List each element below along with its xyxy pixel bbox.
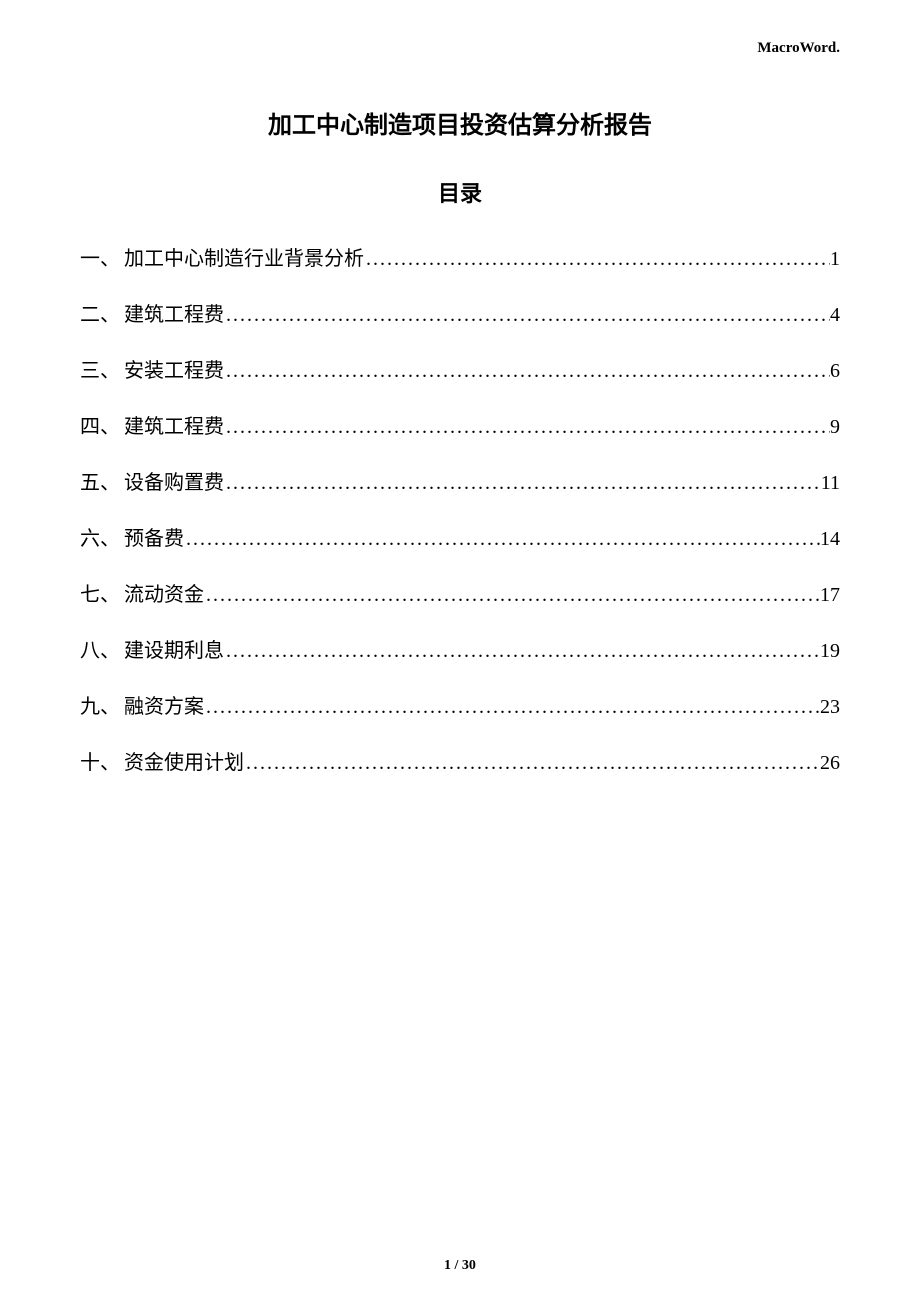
toc-entry-page: 4 bbox=[830, 300, 840, 330]
toc-list: 一、 加工中心制造行业背景分析 1 二、 建筑工程费 4 三、 安装工程费 6 … bbox=[80, 244, 840, 778]
toc-entry-number: 七、 bbox=[80, 580, 120, 610]
toc-entry-title: 建筑工程费 bbox=[124, 300, 224, 330]
toc-entry: 八、 建设期利息 19 bbox=[80, 636, 840, 666]
toc-entry-number: 八、 bbox=[80, 636, 120, 666]
toc-entry-number: 一、 bbox=[80, 244, 120, 274]
toc-entry-number: 四、 bbox=[80, 412, 120, 442]
toc-entry-number: 九、 bbox=[80, 692, 120, 722]
toc-entry-title: 流动资金 bbox=[124, 580, 204, 610]
toc-entry: 五、 设备购置费 11 bbox=[80, 468, 840, 498]
toc-entry-page: 1 bbox=[830, 244, 840, 274]
document-title: 加工中心制造项目投资估算分析报告 bbox=[80, 105, 840, 140]
page-footer: 1 / 30 bbox=[0, 1258, 920, 1274]
toc-entry-number: 六、 bbox=[80, 524, 120, 554]
toc-entry: 十、 资金使用计划 26 bbox=[80, 748, 840, 778]
toc-entry-title: 融资方案 bbox=[124, 692, 204, 722]
toc-entry-number: 十、 bbox=[80, 748, 120, 778]
toc-entry-title: 加工中心制造行业背景分析 bbox=[124, 244, 364, 274]
toc-entry: 四、 建筑工程费 9 bbox=[80, 412, 840, 442]
document-page: MacroWord. 加工中心制造项目投资估算分析报告 目录 一、 加工中心制造… bbox=[0, 0, 920, 1302]
toc-entry: 九、 融资方案 23 bbox=[80, 692, 840, 722]
toc-entry: 一、 加工中心制造行业背景分析 1 bbox=[80, 244, 840, 274]
toc-entry-title: 资金使用计划 bbox=[124, 748, 244, 778]
toc-entry-page: 6 bbox=[830, 356, 840, 386]
toc-entry-page: 23 bbox=[820, 692, 840, 722]
toc-entry-page: 14 bbox=[820, 524, 840, 554]
toc-entry-page: 19 bbox=[820, 636, 840, 666]
toc-entry-dots bbox=[364, 244, 830, 274]
toc-entry-number: 三、 bbox=[80, 356, 120, 386]
toc-entry-dots bbox=[244, 748, 820, 778]
toc-entry-dots bbox=[224, 300, 830, 330]
toc-entry-title: 设备购置费 bbox=[124, 468, 224, 498]
toc-entry-number: 五、 bbox=[80, 468, 120, 498]
toc-entry: 六、 预备费 14 bbox=[80, 524, 840, 554]
toc-entry-dots bbox=[224, 468, 821, 498]
toc-entry: 二、 建筑工程费 4 bbox=[80, 300, 840, 330]
toc-entry-title: 建设期利息 bbox=[124, 636, 224, 666]
toc-entry-page: 26 bbox=[820, 748, 840, 778]
toc-entry-number: 二、 bbox=[80, 300, 120, 330]
toc-entry-page: 9 bbox=[830, 412, 840, 442]
toc-entry-title: 建筑工程费 bbox=[124, 412, 224, 442]
toc-entry: 三、 安装工程费 6 bbox=[80, 356, 840, 386]
toc-heading: 目录 bbox=[80, 176, 840, 208]
toc-entry-dots bbox=[204, 580, 820, 610]
toc-entry: 七、 流动资金 17 bbox=[80, 580, 840, 610]
toc-entry-page: 17 bbox=[820, 580, 840, 610]
toc-entry-dots bbox=[224, 356, 830, 386]
toc-entry-dots bbox=[184, 524, 820, 554]
toc-entry-dots bbox=[224, 412, 830, 442]
header-brand: MacroWord. bbox=[80, 40, 840, 57]
toc-entry-title: 安装工程费 bbox=[124, 356, 224, 386]
toc-entry-dots bbox=[224, 636, 820, 666]
toc-entry-page: 11 bbox=[821, 468, 840, 498]
toc-entry-title: 预备费 bbox=[124, 524, 184, 554]
toc-entry-dots bbox=[204, 692, 820, 722]
